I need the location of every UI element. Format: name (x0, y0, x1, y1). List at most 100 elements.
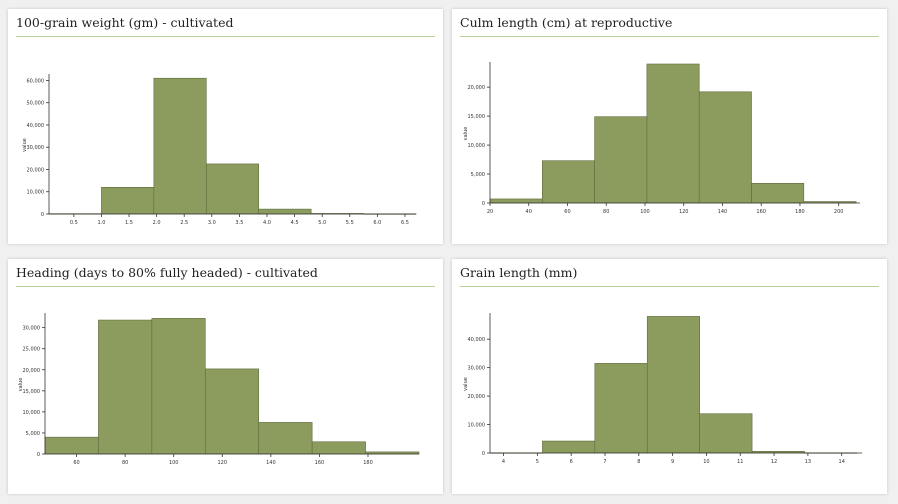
histogram-bar (311, 441, 366, 455)
y-tick-label: 40,000 (27, 123, 45, 129)
histogram-bar (698, 91, 752, 204)
y-tick-label: 10,000 (23, 410, 41, 416)
histogram-card-grain-weight: 100-grain weight (gm) - cultivated 0 10,0… (8, 9, 443, 244)
x-tick-label: 5.5 (346, 220, 354, 226)
histogram-chart: 0 10,000 20,000 30,000 40,000 4 5 6 7 8 9 10 11 12 13 1… (463, 313, 862, 465)
histogram-card-culm-length: Culm length (cm) at reproductive 0 5,000 1… (452, 9, 887, 244)
chart-title: Grain length (mm) (460, 265, 578, 280)
chart-title: Culm length (cm) at reproductive (460, 15, 673, 30)
x-tick-label: 1.0 (97, 220, 105, 226)
y-tick-label: 15,000 (23, 389, 41, 395)
histogram-bar (44, 436, 99, 455)
x-tick-label: 5.0 (318, 220, 326, 226)
x-tick-label: 80 (603, 209, 609, 215)
y-tick-label: 0 (482, 451, 485, 457)
histogram-bar (204, 368, 260, 455)
title-divider (460, 36, 879, 37)
y-tick-label: 30,000 (468, 366, 486, 372)
x-tick-label: 0.5 (70, 220, 78, 226)
x-tick-label: 3.5 (235, 220, 243, 226)
y-tick-label: 0 (41, 212, 44, 218)
x-tick-label: 100 (640, 209, 650, 215)
title-divider (16, 286, 435, 287)
y-tick-label: 5,000 (471, 172, 485, 178)
x-tick-label: 20 (487, 209, 493, 215)
histogram-bar (646, 316, 700, 454)
x-tick-label: 6.0 (373, 220, 381, 226)
histogram-bar (153, 77, 207, 215)
x-tick-label: 8 (637, 459, 640, 465)
histogram-bar (542, 160, 595, 204)
x-tick-label: 10 (703, 459, 709, 465)
y-tick-label: 20,000 (468, 394, 486, 400)
x-tick-label: 40 (526, 209, 532, 215)
x-tick-label: 60 (564, 209, 570, 215)
y-axis-label: value (463, 377, 469, 391)
histogram-card-heading: Heading (days to 80% fully headed) - cul… (8, 259, 443, 494)
x-tick-label: 80 (122, 460, 128, 466)
histogram-bar (258, 422, 313, 455)
x-tick-label: 5 (536, 459, 539, 465)
y-tick-label: 40,000 (468, 337, 486, 343)
x-tick-label: 9 (671, 459, 674, 465)
x-tick-label: 160 (756, 209, 766, 215)
x-tick-label: 11 (737, 459, 743, 465)
histogram-bar (594, 116, 648, 204)
histogram-card-grain-length: Grain length (mm) 0 10,000 20,000 30,000 40,… (452, 259, 887, 494)
x-tick-label: 180 (363, 460, 373, 466)
histogram-bar (699, 413, 753, 454)
y-tick-label: 10,000 (468, 143, 486, 149)
x-tick-label: 140 (718, 209, 728, 215)
x-tick-label: 120 (218, 460, 228, 466)
histogram-chart: 0 10,000 20,000 30,000 40,000 50,000 60,000 0.5… (22, 74, 417, 226)
y-axis-label: value (463, 127, 469, 141)
y-tick-label: 0 (482, 201, 485, 207)
x-tick-label: 6.5 (401, 220, 409, 226)
histogram-bar (98, 319, 153, 455)
title-divider (16, 36, 435, 37)
x-tick-label: 12 (771, 459, 777, 465)
y-tick-label: 25,000 (23, 347, 41, 353)
y-tick-label: 20,000 (27, 167, 45, 173)
x-tick-label: 2.5 (180, 220, 188, 226)
y-axis-label: value (22, 138, 28, 152)
histogram-bar (101, 186, 155, 215)
y-tick-label: 10,000 (27, 190, 45, 196)
y-tick-label: 20,000 (468, 85, 486, 91)
x-tick-label: 4.0 (263, 220, 271, 226)
x-tick-label: 2.0 (153, 220, 161, 226)
histogram-bar (594, 363, 648, 454)
histogram-bar (489, 198, 543, 204)
x-tick-label: 13 (805, 459, 811, 465)
x-tick-label: 14 (839, 459, 845, 465)
x-tick-label: 160 (315, 460, 325, 466)
x-tick-label: 200 (834, 209, 844, 215)
y-tick-label: 15,000 (468, 114, 486, 120)
x-tick-label: 180 (795, 209, 805, 215)
y-tick-label: 0 (37, 452, 40, 458)
chart-title: Heading (days to 80% fully headed) - cul… (16, 265, 318, 280)
x-tick-label: 120 (679, 209, 689, 215)
x-tick-label: 3.0 (208, 220, 216, 226)
y-tick-label: 30,000 (23, 326, 41, 332)
title-divider (460, 286, 879, 287)
y-axis-label: value (18, 378, 24, 392)
y-tick-label: 30,000 (27, 145, 45, 151)
x-tick-label: 7 (603, 459, 606, 465)
y-tick-label: 50,000 (27, 101, 45, 107)
x-tick-label: 6 (570, 459, 573, 465)
x-tick-label: 4 (502, 459, 505, 465)
histogram-bar (646, 63, 700, 204)
histogram-bar (205, 163, 260, 215)
chart-title: 100-grain weight (gm) - cultivated (16, 15, 234, 30)
histogram-bar (542, 440, 596, 454)
y-tick-label: 20,000 (23, 368, 41, 374)
y-tick-label: 60,000 (27, 78, 45, 84)
x-tick-label: 100 (169, 460, 179, 466)
x-tick-label: 140 (266, 460, 276, 466)
x-tick-label: 1.5 (125, 220, 133, 226)
x-tick-label: 4.5 (291, 220, 299, 226)
histogram-chart: 0 5,000 10,000 15,000 20,000 20 40 60 80 100 120 14… (463, 62, 860, 215)
x-tick-label: 60 (73, 460, 79, 466)
histogram-bar (751, 183, 805, 204)
